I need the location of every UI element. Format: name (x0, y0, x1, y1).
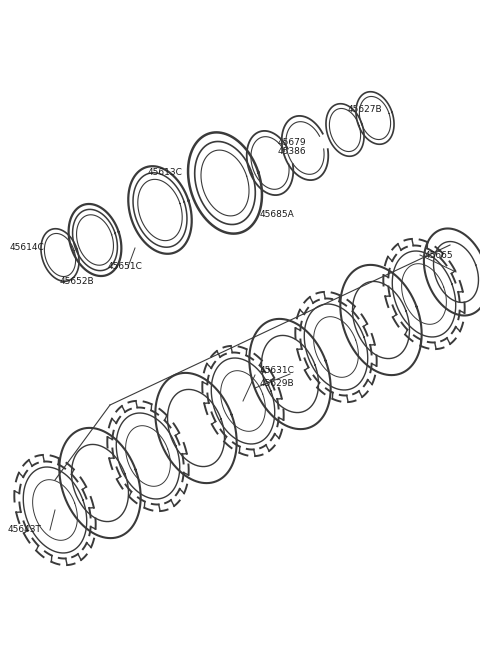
Text: 45652B: 45652B (60, 277, 95, 286)
Text: 45665: 45665 (425, 250, 454, 259)
Text: 45631C: 45631C (260, 366, 295, 375)
Text: 45629B: 45629B (260, 379, 295, 388)
Text: 45679
45386: 45679 45386 (278, 138, 307, 157)
Text: 45627B: 45627B (348, 105, 383, 114)
Text: 45651C: 45651C (108, 262, 143, 271)
Text: 45685A: 45685A (260, 210, 295, 219)
Text: 45613C: 45613C (148, 168, 183, 177)
Text: 45614C: 45614C (10, 243, 45, 252)
Text: 45643T: 45643T (8, 525, 42, 534)
